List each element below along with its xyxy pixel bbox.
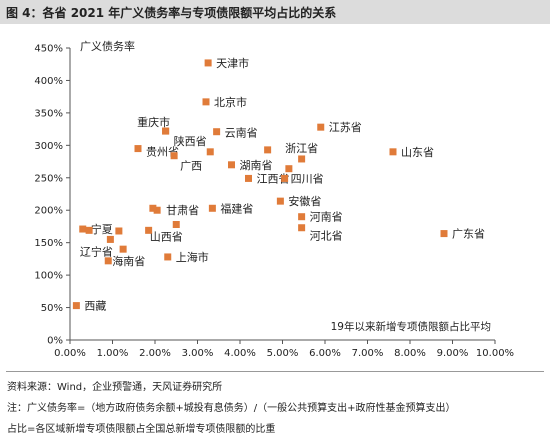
scatter-point bbox=[208, 204, 216, 212]
scatter-point bbox=[172, 220, 180, 228]
point-label: 浙江省 bbox=[285, 142, 318, 155]
y-tick-label: 200% bbox=[34, 206, 63, 217]
point-label: 天津市 bbox=[216, 56, 249, 70]
point-label: 四川省 bbox=[291, 172, 324, 185]
point-label: 山西省 bbox=[150, 230, 183, 243]
scatter-point bbox=[153, 206, 161, 214]
y-tick-label: 350% bbox=[34, 108, 63, 119]
figure-title-bar: 图 4：各省 2021 年广义债务率与专项债限额平均占比的关系 bbox=[0, 0, 550, 24]
scatter-point bbox=[298, 213, 306, 221]
point-label: 北京市 bbox=[214, 95, 247, 109]
scatter-point bbox=[317, 123, 325, 131]
point-label: 安徽省 bbox=[288, 194, 321, 208]
point-label: 河南省 bbox=[310, 211, 343, 224]
scatter-point bbox=[162, 127, 170, 135]
share-note: 占比=各区域新增专项债限额占全国总新增专项债限额的比重 bbox=[7, 424, 276, 435]
x-tick-label: 9.00% bbox=[437, 348, 469, 359]
scatter-point bbox=[106, 235, 114, 243]
scatter-point bbox=[440, 230, 448, 238]
point-label: 福建省 bbox=[220, 201, 253, 215]
scatter-point bbox=[149, 204, 157, 212]
y-axis-title: 广义债务率 bbox=[80, 39, 135, 53]
scatter-point bbox=[206, 148, 214, 156]
point-label: 广东省 bbox=[452, 228, 485, 241]
point-label: 河北省 bbox=[310, 230, 343, 243]
scatter-point bbox=[298, 224, 306, 232]
scatter-point bbox=[213, 128, 221, 136]
definition-note: 注：广义债务率=（地方政府债务余额+城投有息债务）/（一般公共预算支出+政府性基… bbox=[7, 403, 456, 414]
scatter-point bbox=[170, 152, 178, 160]
scatter-point bbox=[281, 174, 289, 182]
x-axis-title: 19年以来新增专项债限额占比平均 bbox=[331, 320, 491, 333]
point-label: 湖南省 bbox=[240, 159, 273, 172]
scatter-point bbox=[134, 145, 142, 153]
scatter-point bbox=[298, 155, 306, 163]
scatter-point bbox=[389, 148, 397, 156]
x-tick-label: 10.00% bbox=[476, 348, 514, 359]
scatter-point bbox=[264, 146, 272, 154]
scatter-point bbox=[79, 225, 87, 233]
y-tick-label: 150% bbox=[34, 238, 63, 249]
x-tick-label: 1.00% bbox=[97, 348, 129, 359]
point-label: 江苏省 bbox=[329, 121, 362, 134]
x-tick-label: 3.00% bbox=[182, 348, 214, 359]
source-separator bbox=[6, 371, 544, 372]
x-tick-label: 0.00% bbox=[54, 348, 86, 359]
point-label: 宁夏 bbox=[91, 222, 113, 236]
scatter-point bbox=[228, 161, 235, 169]
scatter-point bbox=[202, 98, 210, 106]
point-label: 重庆市 bbox=[137, 115, 170, 129]
x-tick-label: 6.00% bbox=[309, 348, 341, 359]
scatter-point bbox=[85, 226, 93, 234]
figure-title: 图 4：各省 2021 年广义债务率与专项债限额平均占比的关系 bbox=[6, 6, 337, 20]
scatter-chart: 0% 50% 100% 150% 200% 250% 300% 350% 400% 450% 0.0… bbox=[34, 39, 514, 359]
y-tick-label: 400% bbox=[34, 76, 63, 87]
point-label: 甘肃省 bbox=[166, 204, 199, 217]
x-tick-label: 8.00% bbox=[394, 348, 426, 359]
point-label: 云南省 bbox=[225, 127, 258, 140]
point-label: 广西 bbox=[180, 160, 202, 173]
scatter-point bbox=[145, 226, 153, 234]
y-tick-label: 450% bbox=[34, 44, 63, 55]
point-label: 山东省 bbox=[401, 146, 434, 159]
point-label: 辽宁省 bbox=[80, 244, 113, 258]
point-label: 陕西省 bbox=[174, 134, 207, 148]
point-label: 西藏 bbox=[84, 300, 106, 313]
x-tick-label: 5.00% bbox=[267, 348, 299, 359]
scatter-point bbox=[245, 174, 252, 182]
source-note: 资料来源：Wind，企业预警通，天风证券研究所 bbox=[7, 382, 223, 393]
y-tick-label: 0% bbox=[47, 336, 63, 347]
x-tick-label: 4.00% bbox=[224, 348, 256, 359]
y-tick-label: 300% bbox=[34, 141, 63, 152]
x-tick-label: 2.00% bbox=[139, 348, 171, 359]
scatter-point bbox=[104, 257, 112, 265]
scatter-point bbox=[119, 245, 127, 253]
scatter-point bbox=[115, 227, 123, 235]
y-tick-label: 50% bbox=[41, 303, 63, 314]
scatter-point bbox=[164, 253, 172, 261]
scatter-point bbox=[72, 302, 80, 310]
y-tick-label: 250% bbox=[34, 173, 63, 184]
point-label: 海南省 bbox=[112, 254, 145, 268]
scatter-point bbox=[276, 197, 284, 205]
point-label: 上海市 bbox=[176, 250, 209, 264]
y-tick-label: 100% bbox=[34, 271, 63, 282]
x-tick-label: 7.00% bbox=[352, 348, 384, 359]
scatter-point bbox=[285, 165, 293, 173]
scatter-point bbox=[204, 59, 212, 67]
